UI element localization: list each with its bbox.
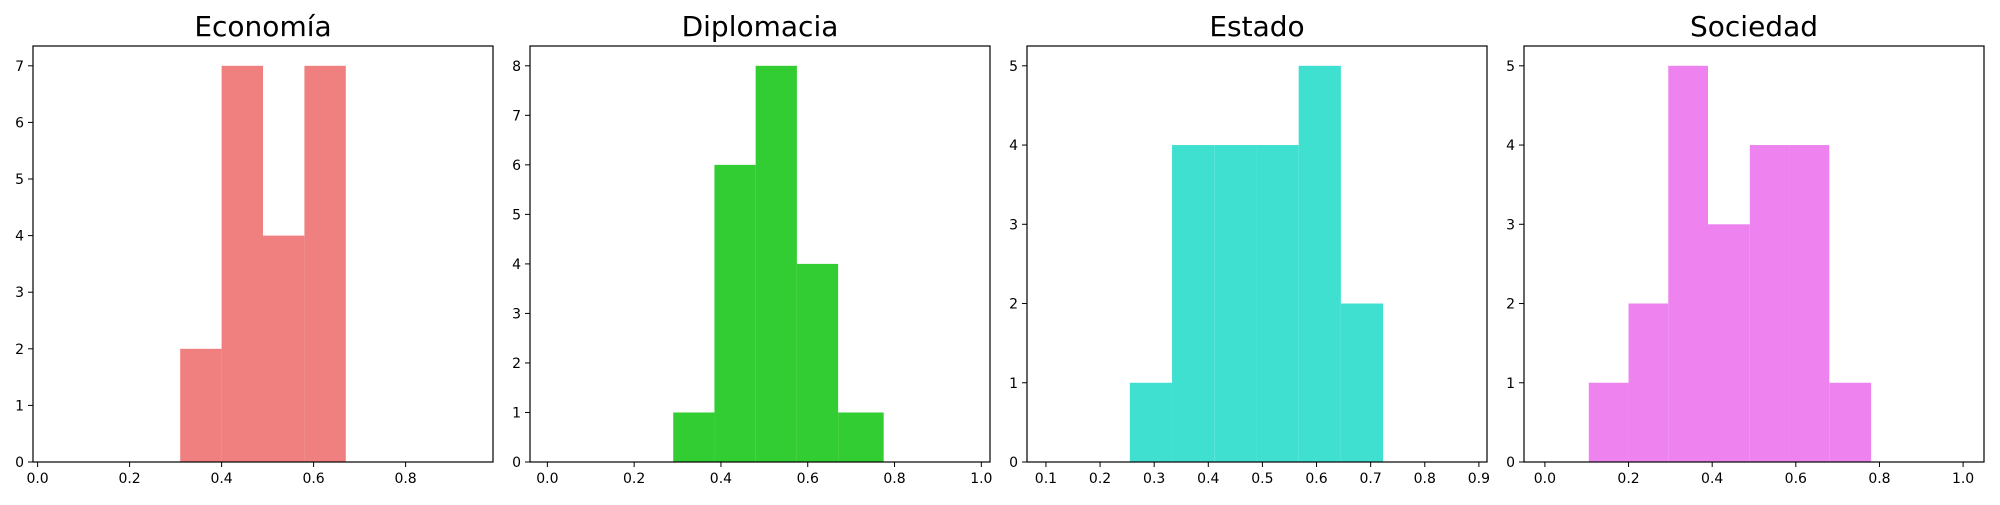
histogram-bar (1172, 145, 1215, 463)
histogram-bar (304, 65, 346, 462)
y-tick-label: 1 (1506, 376, 1515, 392)
histogram-bar (1829, 382, 1872, 462)
histogram-bar (221, 65, 263, 462)
y-tick-label: 3 (1506, 217, 1515, 233)
x-tick-label: 0.8 (883, 471, 905, 487)
x-tick-label: 0.0 (1534, 471, 1556, 487)
y-tick-label: 7 (512, 108, 521, 124)
x-tick-label: 0.4 (1701, 471, 1723, 487)
chart-title: Diplomacia (682, 10, 839, 43)
histogram-panel-4: Sociedad 0.0 0.2 0.4 0.6 0.8 1.0 0 1 2 3 4 5 (1506, 10, 1985, 487)
y-tick-label: 0 (15, 455, 24, 471)
x-tick-label: 0.2 (118, 471, 140, 487)
y-tick-label: 1 (512, 405, 521, 421)
x-tick-label: 0.2 (1617, 471, 1639, 487)
y-tick-label: 4 (1009, 138, 1018, 154)
histogram-bar (1668, 65, 1708, 462)
y-tick-label: 5 (1506, 59, 1515, 75)
x-tick-label: 0.5 (1251, 471, 1273, 487)
axes-frame (1026, 45, 1488, 463)
chart-title: Sociedad (1690, 10, 1818, 43)
x-tick-label: 0.2 (623, 471, 645, 487)
histogram-bar (796, 263, 839, 462)
histogram-bar (1749, 145, 1790, 463)
chart-title: Estado (1209, 10, 1304, 43)
axes-frame (1523, 45, 1985, 463)
y-tick-label: 5 (512, 207, 521, 223)
x-tick-label: 0.2 (1089, 471, 1111, 487)
x-tick-label: 0.0 (26, 471, 48, 487)
histogram-bar (714, 164, 756, 463)
histogram-bar (1340, 303, 1384, 462)
y-tick-label: 4 (1506, 138, 1515, 154)
x-tick-label: 0.4 (1197, 471, 1219, 487)
x-tick-label: 1.0 (970, 471, 992, 487)
y-tick-label: 3 (1009, 217, 1018, 233)
y-tick-label: 0 (1009, 455, 1018, 471)
x-tick-label: 1.0 (1952, 471, 1974, 487)
x-tick-label: 0.7 (1360, 471, 1382, 487)
y-tick-label: 0 (1506, 455, 1515, 471)
x-tick-label: 0.0 (536, 471, 558, 487)
y-tick-label: 5 (1009, 59, 1018, 75)
x-tick-label: 0.9 (1468, 471, 1490, 487)
histogram-bar (1708, 224, 1750, 462)
y-tick-label: 4 (15, 229, 24, 245)
histogram-panel-3: Estado 0.1 0.2 0.3 0.4 0.5 0.6 0.7 0.8 0.9 0 1 2 3 4 5 (1009, 10, 1490, 487)
axes-frame (32, 45, 494, 463)
histogram-bar (1588, 382, 1629, 462)
x-tick-label: 0.6 (1305, 471, 1327, 487)
x-tick-label: 0.6 (797, 471, 819, 487)
y-tick-label: 4 (512, 257, 521, 273)
axes-frame (529, 45, 991, 463)
x-tick-label: 0.8 (1868, 471, 1890, 487)
y-tick-label: 2 (1009, 297, 1018, 313)
x-tick-label: 0.3 (1143, 471, 1165, 487)
histogram-bar (1214, 145, 1257, 463)
y-tick-label: 1 (15, 398, 24, 414)
chart-title: Economía (194, 10, 331, 43)
x-tick-label: 0.4 (210, 471, 232, 487)
y-tick-label: 5 (15, 172, 24, 188)
x-tick-label: 0.6 (302, 471, 324, 487)
y-tick-label: 2 (1506, 297, 1515, 313)
histogram-bar (1298, 65, 1341, 462)
histogram-bar (1256, 145, 1299, 463)
y-tick-label: 8 (512, 59, 521, 75)
histogram-bar (1129, 382, 1173, 462)
x-tick-label: 0.8 (1414, 471, 1436, 487)
y-tick-label: 0 (512, 455, 521, 471)
histogram-bar (838, 412, 884, 462)
histogram-panel-1: Economía 0.0 0.2 0.4 0.6 0.8 0 1 2 3 4 5 6 7 (15, 10, 494, 487)
y-tick-label: 6 (512, 158, 521, 174)
histogram-bar (755, 65, 797, 462)
histogram-bar (263, 235, 305, 462)
histogram-bar (673, 412, 715, 462)
histogram-bar (1628, 303, 1669, 462)
y-tick-label: 2 (512, 356, 521, 372)
x-tick-label: 0.8 (394, 471, 416, 487)
histogram-bar (1789, 145, 1830, 463)
x-tick-label: 0.6 (1785, 471, 1807, 487)
y-tick-label: 3 (512, 306, 521, 322)
y-tick-label: 6 (15, 115, 24, 131)
y-tick-label: 3 (15, 285, 24, 301)
y-tick-label: 1 (1009, 376, 1018, 392)
y-tick-label: 2 (15, 342, 24, 358)
x-tick-label: 0.1 (1035, 471, 1057, 487)
histogram-panel-2: Diplomacia 0.0 0.2 0.4 0.6 0.8 1.0 0 1 2 3 4 5 6 7 8 (512, 10, 992, 487)
y-tick-label: 7 (15, 59, 24, 75)
histogram-bar (180, 348, 222, 462)
x-tick-label: 0.4 (710, 471, 732, 487)
